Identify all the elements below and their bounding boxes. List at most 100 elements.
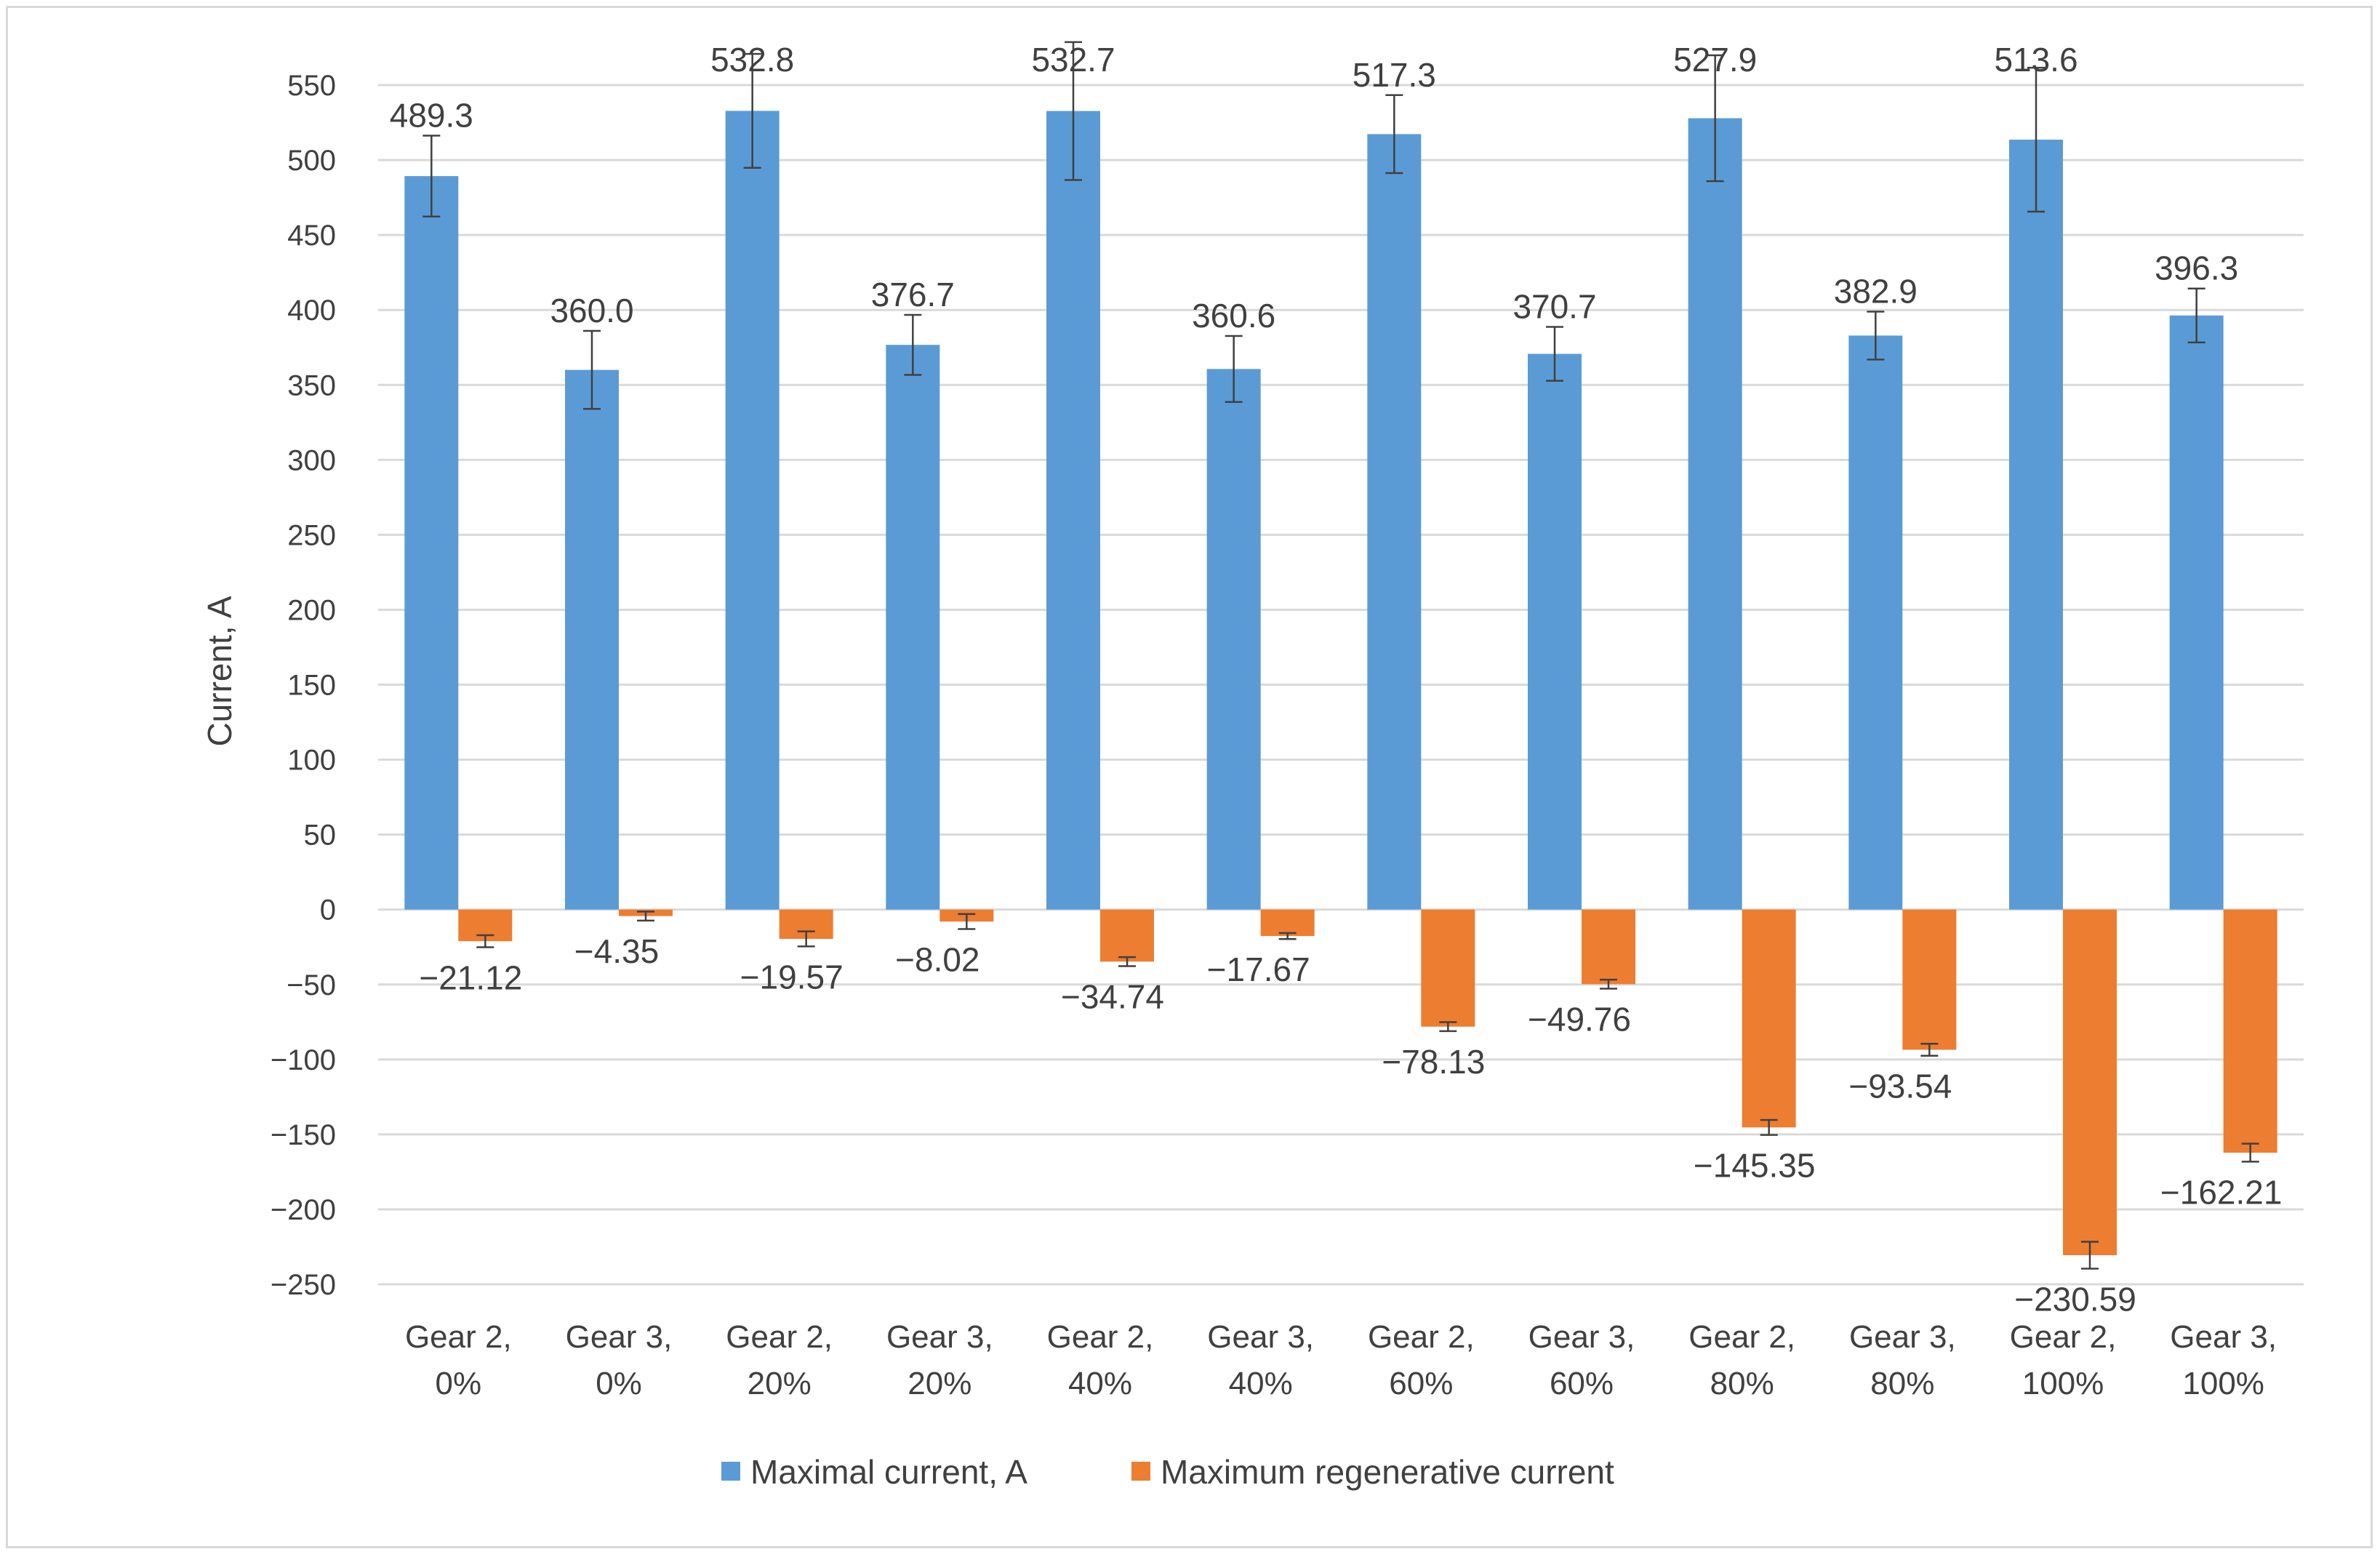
x-tick-label: 60% bbox=[1550, 1366, 1614, 1401]
x-tick-label: 20% bbox=[748, 1366, 812, 1401]
y-tick-label: 350 bbox=[287, 369, 336, 401]
x-tick-label: 0% bbox=[436, 1366, 482, 1401]
y-axis-ticks: 550500450400350300250200150100500−50−100… bbox=[271, 70, 336, 1301]
y-tick-label: −50 bbox=[287, 969, 336, 1001]
bar-regenerative-current bbox=[1582, 909, 1635, 985]
bar-maximal-current bbox=[725, 111, 780, 910]
bar-maximal-current bbox=[404, 176, 459, 910]
data-label: 360.0 bbox=[550, 292, 633, 329]
bar-regenerative-current bbox=[1421, 909, 1475, 1027]
data-label: 360.6 bbox=[1192, 297, 1275, 335]
error-bar bbox=[958, 913, 976, 930]
legend-swatch bbox=[721, 1462, 740, 1481]
x-tick-label: Gear 2, bbox=[2010, 1319, 2117, 1355]
error-bar bbox=[2241, 1142, 2259, 1163]
data-label: 489.3 bbox=[390, 96, 473, 134]
x-tick-label: Gear 3, bbox=[1207, 1319, 1314, 1355]
data-label: 513.6 bbox=[1994, 41, 2078, 79]
y-tick-label: 550 bbox=[287, 70, 336, 102]
x-tick-label: Gear 2, bbox=[1688, 1319, 1795, 1355]
data-label: −21.12 bbox=[419, 958, 522, 996]
x-tick-label: 80% bbox=[1870, 1366, 1934, 1401]
error-bar bbox=[2027, 66, 2045, 213]
data-label: −4.35 bbox=[574, 932, 659, 970]
x-tick-label: Gear 2, bbox=[1368, 1319, 1475, 1355]
error-bars bbox=[422, 41, 2259, 1270]
x-tick-label: 80% bbox=[1710, 1366, 1774, 1401]
x-axis-ticks: Gear 2, 0% Gear 3, 0% Gear 2, 20% Gear 3, 20% Ge… bbox=[405, 1319, 2277, 1401]
error-bar bbox=[1920, 1043, 1939, 1057]
data-label: −230.59 bbox=[2014, 1281, 2136, 1318]
error-bar bbox=[904, 313, 922, 376]
legend: Maximal current, A Maximum regenerative c… bbox=[721, 1453, 1614, 1491]
bar-maximal-current bbox=[886, 345, 940, 910]
y-tick-label: 300 bbox=[287, 444, 336, 476]
data-label: 527.9 bbox=[1673, 41, 1757, 79]
bar-maximal-current bbox=[2009, 140, 2063, 910]
bar-regenerative-current bbox=[2063, 909, 2117, 1255]
y-tick-label: 500 bbox=[287, 145, 336, 177]
data-label: 370.7 bbox=[1512, 287, 1596, 325]
error-bar bbox=[1278, 932, 1297, 940]
error-bar bbox=[1867, 311, 1885, 361]
error-bar bbox=[797, 930, 815, 948]
bar-maximal-current bbox=[565, 369, 619, 910]
y-tick-label: −150 bbox=[271, 1119, 336, 1151]
error-bar bbox=[422, 135, 441, 218]
x-tick-label: Gear 3, bbox=[1849, 1319, 1956, 1355]
error-bar bbox=[1546, 326, 1563, 382]
bar-regenerative-current bbox=[1100, 909, 1154, 962]
data-label: −78.13 bbox=[1382, 1043, 1485, 1081]
error-bar bbox=[1225, 335, 1243, 403]
data-label: −145.35 bbox=[1694, 1147, 1816, 1185]
bars bbox=[404, 111, 2277, 1255]
y-tick-label: 100 bbox=[287, 745, 336, 777]
data-label: 532.8 bbox=[710, 41, 794, 79]
error-bar bbox=[2081, 1241, 2099, 1270]
error-bar bbox=[1760, 1118, 1778, 1136]
legend-item: Maximum regenerative current bbox=[1131, 1453, 1614, 1491]
bar-regenerative-current bbox=[1902, 909, 1957, 1050]
y-tick-label: 150 bbox=[287, 670, 336, 702]
y-tick-label: −100 bbox=[271, 1044, 336, 1076]
data-label: −93.54 bbox=[1848, 1068, 1952, 1105]
data-label: 396.3 bbox=[2155, 249, 2238, 287]
data-label: −17.67 bbox=[1207, 950, 1310, 988]
x-tick-label: Gear 3, bbox=[1528, 1319, 1635, 1355]
gridlines bbox=[378, 84, 2304, 1286]
bar-regenerative-current bbox=[1742, 909, 1796, 1128]
y-tick-label: 50 bbox=[304, 820, 337, 852]
data-label: −49.76 bbox=[1528, 1000, 1631, 1038]
error-bar bbox=[637, 910, 654, 922]
error-bar bbox=[1118, 956, 1136, 967]
x-tick-label: Gear 3, bbox=[566, 1319, 673, 1355]
x-tick-label: 60% bbox=[1389, 1366, 1453, 1401]
x-tick-label: 100% bbox=[2182, 1366, 2264, 1401]
legend-swatch bbox=[1131, 1462, 1150, 1481]
y-axis-label: Current, A bbox=[201, 596, 239, 746]
chart-frame bbox=[6, 6, 2373, 1548]
y-tick-label: 0 bbox=[320, 894, 336, 926]
data-label: −8.02 bbox=[895, 941, 979, 979]
bar-maximal-current bbox=[1206, 369, 1261, 910]
bar-maximal-current bbox=[1046, 111, 1100, 910]
y-tick-label: −200 bbox=[271, 1194, 336, 1226]
legend-label: Maximal current, A bbox=[750, 1453, 1027, 1491]
x-tick-label: 40% bbox=[1068, 1366, 1132, 1401]
error-bar bbox=[1600, 978, 1617, 990]
bar-maximal-current bbox=[1848, 335, 1903, 910]
legend-item: Maximal current, A bbox=[721, 1453, 1027, 1491]
y-tick-label: −250 bbox=[271, 1269, 336, 1301]
x-tick-label: Gear 3, bbox=[2170, 1319, 2277, 1355]
bar-regenerative-current bbox=[2223, 909, 2277, 1153]
y-tick-label: 250 bbox=[287, 519, 336, 551]
x-tick-label: Gear 2, bbox=[726, 1319, 833, 1355]
data-label: 517.3 bbox=[1353, 56, 1436, 94]
bar-maximal-current bbox=[1528, 353, 1582, 910]
data-label: −19.57 bbox=[740, 958, 844, 996]
error-bar bbox=[1706, 54, 1724, 183]
data-label: −34.74 bbox=[1061, 977, 1164, 1015]
y-tick-label: 200 bbox=[287, 594, 336, 626]
x-tick-label: Gear 2, bbox=[405, 1319, 512, 1355]
